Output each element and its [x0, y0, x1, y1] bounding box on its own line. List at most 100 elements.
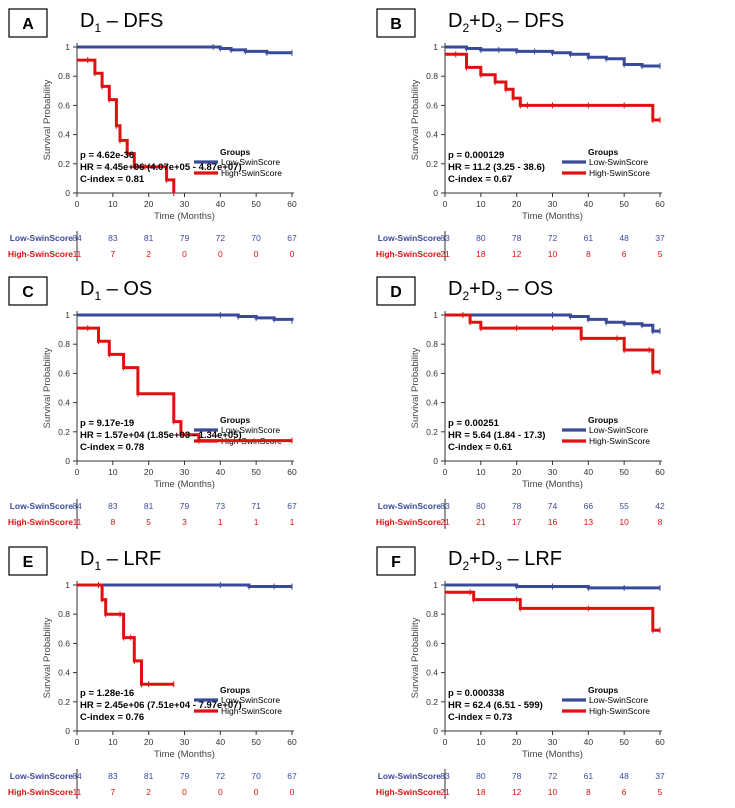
panel-letter: E [23, 554, 34, 571]
risk-count-high: 21 [476, 517, 486, 527]
risk-count-low: 72 [548, 771, 558, 781]
risk-count-low: 67 [287, 771, 297, 781]
y-tick-label: 0.6 [58, 368, 70, 378]
stats-line-1: p = 1.28e-16 [80, 688, 134, 699]
x-tick-label: 60 [287, 467, 297, 477]
title-part: D [448, 10, 462, 32]
risk-count-high: 8 [110, 517, 115, 527]
stats-line-1: p = 0.000338 [448, 688, 504, 699]
risk-count-low: 83 [440, 233, 450, 243]
risk-count-low: 37 [655, 233, 665, 243]
panel-letter-box [376, 546, 416, 576]
title-part: – DFS [101, 10, 163, 32]
title-part: +D [469, 10, 495, 32]
panel-title: D1 – DFS [80, 10, 163, 35]
risk-label-low: Low-SwinScore [378, 233, 442, 243]
x-tick-label: 40 [584, 467, 594, 477]
risk-count-high: 5 [658, 249, 663, 259]
risk-count-high: 7 [110, 787, 115, 797]
panel-title: D2+D3 – LRF [448, 548, 562, 573]
title-part: – LRF [101, 548, 161, 570]
risk-count-high: 3 [182, 517, 187, 527]
legend-label: High-SwinScore [589, 706, 650, 716]
x-tick-label: 30 [180, 199, 190, 209]
legend-label: Low-SwinScore [221, 425, 280, 435]
panel-letter: A [22, 16, 34, 33]
risk-label-high: High-SwinScore [8, 249, 73, 259]
legend-title: Groups [220, 147, 250, 157]
title-subscript: 1 [94, 21, 101, 35]
y-tick-label: 0.6 [426, 368, 438, 378]
y-axis-label: Survival Probability [410, 347, 421, 428]
risk-label-low: Low-SwinScore [378, 771, 442, 781]
title-subscript: 3 [495, 21, 502, 35]
panel-letter-box [8, 8, 48, 38]
title-part: – LRF [502, 548, 562, 570]
title-part: – OS [502, 278, 553, 300]
y-tick-label: 0 [65, 726, 70, 736]
stats-line-1: p = 4.62e-36 [80, 150, 134, 161]
risk-count-low: 81 [144, 233, 154, 243]
risk-count-high: 10 [548, 787, 558, 797]
risk-count-high: 5 [658, 787, 663, 797]
risk-count-low: 80 [476, 501, 486, 511]
x-tick-label: 20 [144, 199, 154, 209]
legend-label: Low-SwinScore [589, 695, 648, 705]
x-tick-label: 50 [619, 737, 629, 747]
series-line-high [77, 583, 174, 686]
risk-count-high: 6 [622, 249, 627, 259]
risk-count-low: 84 [72, 501, 82, 511]
x-tick-label: 20 [144, 737, 154, 747]
risk-label-low: Low-SwinScore [378, 501, 442, 511]
stats-line-2: HR = 62.4 (6.51 - 599) [448, 700, 543, 711]
risk-count-high: 12 [512, 249, 522, 259]
risk-label-low: Low-SwinScore [10, 771, 74, 781]
y-tick-label: 0.8 [426, 609, 438, 619]
stats-line-1: p = 9.17e-19 [80, 418, 134, 429]
x-tick-label: 60 [287, 199, 297, 209]
y-tick-label: 1 [433, 580, 438, 590]
risk-count-high: 5 [146, 517, 151, 527]
x-tick-label: 0 [75, 467, 80, 477]
legend-label: Low-SwinScore [589, 425, 648, 435]
series-line-high [445, 590, 660, 632]
y-tick-label: 0 [65, 188, 70, 198]
stats-line-2: HR = 4.45e+06 (4.07e+05 - 4.87e+07) [80, 162, 242, 173]
y-tick-label: 0.4 [426, 130, 438, 140]
y-tick-label: 0.4 [426, 668, 438, 678]
risk-count-low: 79 [180, 233, 190, 243]
risk-count-low: 78 [512, 233, 522, 243]
risk-count-high: 21 [440, 517, 450, 527]
risk-count-high: 11 [73, 249, 82, 259]
risk-count-low: 83 [440, 501, 450, 511]
risk-count-low: 84 [72, 233, 82, 243]
risk-count-high: 21 [440, 249, 450, 259]
x-tick-label: 40 [216, 467, 226, 477]
legend-label: High-SwinScore [589, 436, 650, 446]
title-part: +D [469, 548, 495, 570]
y-axis-label: Survival Probability [42, 617, 53, 698]
title-part: D [80, 10, 94, 32]
panel-letter: C [22, 284, 34, 301]
series-line-low [77, 583, 292, 588]
x-tick-label: 10 [476, 199, 486, 209]
y-tick-label: 0.2 [426, 697, 438, 707]
y-tick-label: 1 [433, 310, 438, 320]
x-tick-label: 10 [108, 737, 118, 747]
risk-count-high: 1 [254, 517, 259, 527]
risk-count-high: 1 [218, 517, 223, 527]
legend-title: Groups [588, 415, 618, 425]
x-tick-label: 0 [75, 199, 80, 209]
title-part: D [80, 278, 94, 300]
y-tick-label: 0.4 [58, 130, 70, 140]
risk-label-high: High-SwinScore [376, 787, 441, 797]
x-axis-label: Time (Months) [154, 479, 215, 490]
legend-label: Low-SwinScore [221, 695, 280, 705]
risk-count-high: 13 [584, 517, 594, 527]
x-tick-label: 60 [655, 467, 665, 477]
title-part: +D [469, 278, 495, 300]
